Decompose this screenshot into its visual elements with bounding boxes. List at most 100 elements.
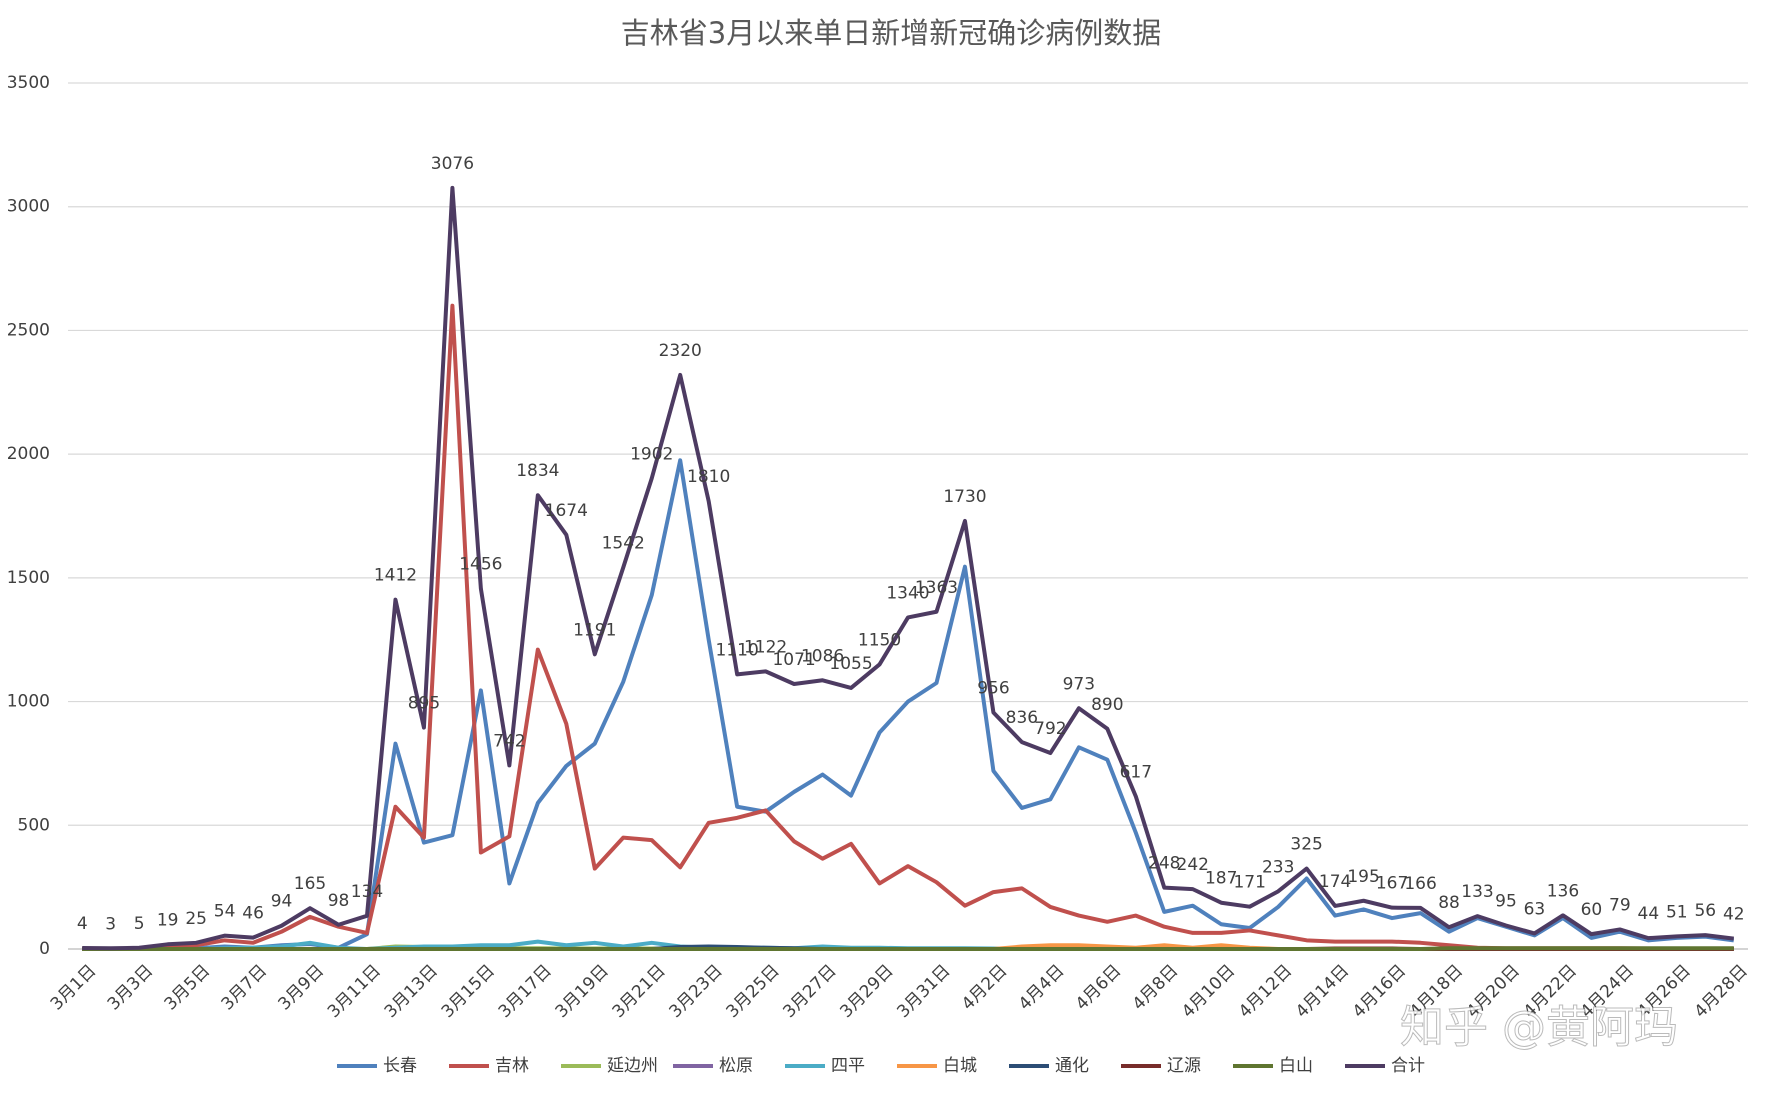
- legend-label: 松原: [719, 1056, 753, 1076]
- x-tick-label: 3月23日: [666, 961, 727, 1022]
- x-tick-label: 3月25日: [723, 961, 784, 1022]
- x-tick-label: 4月4日: [1015, 961, 1068, 1014]
- data-label: 187: [1205, 869, 1237, 889]
- data-label: 19: [157, 910, 179, 930]
- data-label: 98: [328, 891, 350, 911]
- data-label: 46: [242, 904, 264, 924]
- x-tick-label: 4月14日: [1292, 961, 1353, 1022]
- data-label: 3076: [431, 154, 474, 174]
- data-label: 56: [1694, 901, 1716, 921]
- data-label: 25: [185, 909, 207, 929]
- x-tick-label: 4月8日: [1129, 961, 1182, 1014]
- data-label: 1810: [687, 467, 730, 487]
- data-label: 233: [1262, 857, 1294, 877]
- data-label: 171: [1233, 873, 1265, 893]
- data-label: 895: [408, 694, 440, 714]
- data-label: 792: [1034, 719, 1066, 739]
- y-tick-label: 0: [39, 939, 50, 959]
- x-tick-label: 4月6日: [1072, 961, 1125, 1014]
- data-label: 63: [1524, 899, 1546, 919]
- y-tick-label: 2500: [7, 320, 50, 340]
- x-tick-label: 3月7日: [218, 961, 271, 1014]
- x-tick-label: 3月3日: [104, 961, 157, 1014]
- data-label: 956: [977, 678, 1009, 698]
- y-tick-label: 3000: [7, 197, 50, 217]
- data-label: 1834: [516, 461, 559, 481]
- data-label: 5: [134, 914, 145, 934]
- data-label: 2320: [659, 341, 702, 361]
- data-label: 1542: [602, 533, 645, 553]
- data-label: 1191: [573, 620, 616, 640]
- data-label: 174: [1319, 872, 1351, 892]
- legend-label: 吉林: [495, 1056, 529, 1076]
- legend-label: 辽源: [1167, 1056, 1201, 1076]
- data-label: 79: [1609, 895, 1631, 915]
- x-tick-label: 3月17日: [495, 961, 556, 1022]
- data-label: 1363: [915, 578, 958, 598]
- data-label: 1071: [772, 650, 815, 670]
- data-label: 1730: [943, 487, 986, 507]
- data-label: 1086: [801, 646, 844, 666]
- data-label: 1340: [886, 583, 929, 603]
- data-label: 165: [294, 874, 326, 894]
- data-label: 836: [1006, 708, 1038, 728]
- data-label: 60: [1581, 900, 1603, 920]
- series-line: [82, 185, 1735, 951]
- data-label: 890: [1091, 695, 1123, 715]
- y-tick-label: 1500: [7, 568, 50, 588]
- data-label: 44: [1638, 904, 1660, 924]
- data-label: 54: [214, 902, 236, 922]
- data-label: 1412: [374, 566, 417, 586]
- x-tick-label: 4月12日: [1235, 961, 1296, 1022]
- legend-label: 延边州: [607, 1056, 658, 1076]
- x-tick-label: 3月29日: [836, 961, 897, 1022]
- x-tick-label: 4月2日: [958, 961, 1011, 1014]
- data-label: 42: [1723, 905, 1745, 925]
- legend-label: 四平: [831, 1056, 865, 1076]
- data-label: 136: [1547, 881, 1579, 901]
- x-tick-label: 3月19日: [552, 961, 613, 1022]
- data-label: 617: [1120, 762, 1152, 782]
- x-tick-label: 3月31日: [893, 961, 954, 1022]
- y-tick-label: 500: [18, 815, 50, 835]
- legend-label: 通化: [1055, 1056, 1089, 1076]
- data-label: 94: [271, 892, 293, 912]
- x-tick-label: 3月5日: [161, 961, 214, 1014]
- legend-label: 合计: [1391, 1056, 1425, 1076]
- x-tick-label: 4月10日: [1178, 961, 1239, 1022]
- data-label: 325: [1290, 835, 1322, 855]
- data-label: 1674: [545, 501, 588, 521]
- series-line: [82, 303, 1734, 951]
- data-label: 1456: [459, 555, 502, 575]
- x-tick-label: 3月27日: [779, 961, 840, 1022]
- data-label: 1122: [744, 637, 787, 657]
- data-label: 1110: [716, 640, 759, 660]
- x-tick-label: 3月13日: [381, 961, 442, 1022]
- data-label: 248: [1148, 854, 1180, 874]
- x-tick-label: 3月1日: [47, 961, 100, 1014]
- data-label: 95: [1495, 891, 1517, 911]
- series-line: [82, 946, 1734, 951]
- legend-label: 长春: [383, 1056, 417, 1076]
- data-label: 742: [493, 731, 525, 751]
- data-label: 1902: [630, 444, 673, 464]
- legend-label: 白山: [1279, 1056, 1313, 1076]
- x-tick-label: 3月21日: [609, 961, 670, 1022]
- watermark: 知乎 @黄阿玛: [1400, 1002, 1678, 1053]
- data-label: 167: [1376, 874, 1408, 894]
- data-label: 1055: [829, 654, 872, 674]
- data-label: 134: [351, 882, 383, 902]
- data-label: 1150: [858, 630, 901, 650]
- y-tick-label: 1000: [7, 692, 50, 712]
- series-line: [82, 458, 1735, 951]
- data-label: 133: [1461, 882, 1493, 902]
- y-tick-label: 3500: [7, 73, 50, 93]
- x-tick-label: 3月11日: [324, 961, 385, 1022]
- x-tick-label: 4月28日: [1691, 961, 1752, 1022]
- chart-title: 吉林省3月以来单日新增新冠确诊病例数据: [621, 16, 1161, 50]
- y-tick-label: 2000: [7, 444, 50, 464]
- x-tick-label: 3月15日: [438, 961, 499, 1022]
- data-label: 973: [1063, 674, 1095, 694]
- data-label: 195: [1347, 867, 1379, 887]
